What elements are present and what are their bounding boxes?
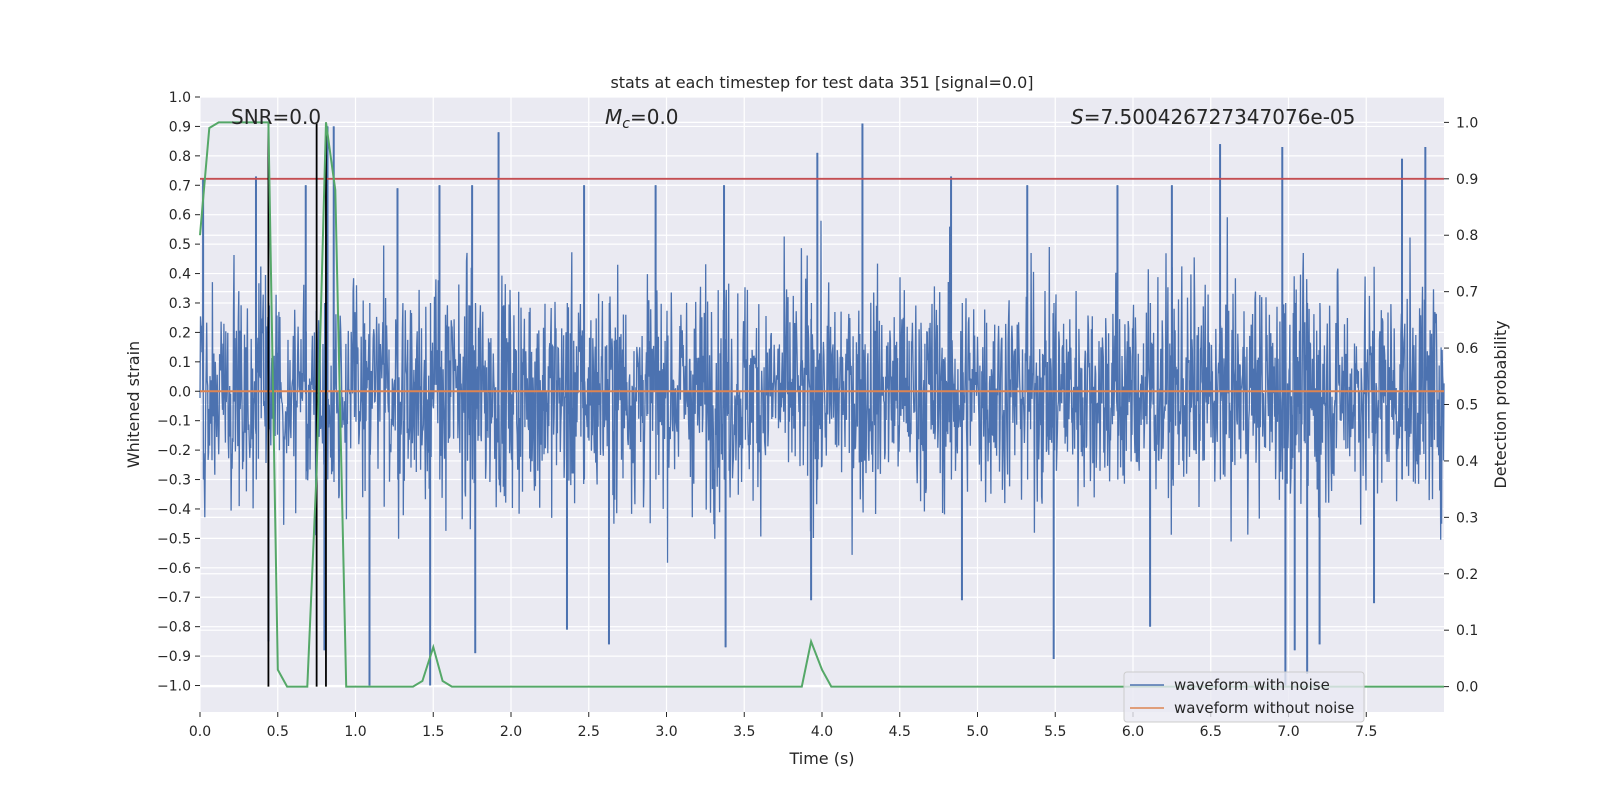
y-tick-label: −0.8 <box>157 620 191 636</box>
y-tick-label: 0.3 <box>169 296 191 312</box>
y2-tick-label: 0.3 <box>1456 510 1478 526</box>
y2-tick-label: 0.1 <box>1456 623 1478 639</box>
waveform-with-noise-line <box>199 123 1445 686</box>
waveform-with-noise-series <box>199 123 1445 686</box>
x-tick-label: 6.5 <box>1200 724 1222 740</box>
x-tick-label: 2.0 <box>500 724 522 740</box>
chart-title: stats at each timestep for test data 351… <box>610 73 1033 92</box>
y-tick-label: −0.3 <box>157 473 191 489</box>
y-tick-label: −0.4 <box>157 502 191 518</box>
y-tick-label: −1.0 <box>157 679 191 695</box>
y-tick-label: −0.9 <box>157 649 191 665</box>
x-tick-label: 7.0 <box>1277 724 1299 740</box>
legend-label-noise: waveform with noise <box>1174 676 1330 694</box>
y2-tick-label: 0.5 <box>1456 398 1478 414</box>
y-tick-label: 0.4 <box>169 267 191 283</box>
x-tick-label: 2.5 <box>578 724 600 740</box>
x-tick-label: 1.5 <box>422 724 444 740</box>
s-symbol: S <box>1071 105 1084 129</box>
y2-tick-label: 0.0 <box>1456 680 1478 696</box>
legend: waveform with noise waveform without noi… <box>1123 671 1365 723</box>
x-tick-label: 5.0 <box>966 724 988 740</box>
y-tick-label: 0.8 <box>169 149 191 165</box>
x-tick-label: 3.5 <box>733 724 755 740</box>
x-tick-label: 7.5 <box>1355 724 1377 740</box>
y-axis-label: Whitened strain <box>124 341 143 468</box>
snr-annotation: SNR=0.0 <box>231 105 321 129</box>
y2-tick-label: 0.8 <box>1456 228 1478 244</box>
y-tick-label: −0.6 <box>157 561 191 577</box>
y-tick-label: 0.6 <box>169 208 191 224</box>
y-tick-label: −0.5 <box>157 531 191 547</box>
chirp-mass-annotation: Mc=0.0 <box>605 105 679 132</box>
y-tick-label: 0.5 <box>169 237 191 253</box>
y-tick-label: 0.1 <box>169 355 191 371</box>
detection-probability-line <box>199 121 1444 688</box>
y-tick-label: 0.9 <box>169 119 191 135</box>
vertical-markers <box>267 122 327 687</box>
y-tick-label: 0.2 <box>169 325 191 341</box>
y2-tick-label: 1.0 <box>1456 115 1478 131</box>
s-value: =7.500426727347076e-05 <box>1084 105 1356 129</box>
s-annotation: S=7.500426727347076e-05 <box>1071 105 1355 129</box>
y2-tick-label: 0.2 <box>1456 567 1478 583</box>
x-tick-label: 0.5 <box>267 724 289 740</box>
y-tick-label: 0.0 <box>169 384 191 400</box>
chirp-mass-value: =0.0 <box>630 105 679 129</box>
y2-tick-label: 0.4 <box>1456 454 1478 470</box>
legend-box <box>1123 671 1365 723</box>
x-tick-label: 1.0 <box>344 724 366 740</box>
x-tick-label: 4.0 <box>811 724 833 740</box>
x-tick-label: 3.0 <box>655 724 677 740</box>
x-axis-label: Time (s) <box>788 749 854 768</box>
x-tick-label: 5.5 <box>1044 724 1066 740</box>
x-tick-label: 0.0 <box>189 724 211 740</box>
y2-tick-label: 0.6 <box>1456 341 1478 357</box>
chirp-mass-symbol: M <box>605 105 622 129</box>
y-tick-label: −0.1 <box>157 414 191 430</box>
y-tick-label: 0.7 <box>169 178 191 194</box>
y2-axis-label: Detection probability <box>1491 320 1510 488</box>
y2-tick-label: 0.9 <box>1456 172 1478 188</box>
y-tick-label: −0.7 <box>157 590 191 606</box>
y2-tick-label: 0.7 <box>1456 285 1478 301</box>
y-tick-label: 1.0 <box>169 90 191 106</box>
x-tick-label: 4.5 <box>889 724 911 740</box>
x-tick-label: 6.0 <box>1122 724 1144 740</box>
detection-probability-series <box>199 121 1444 688</box>
legend-label-clean: waveform without noise <box>1174 699 1354 717</box>
chirp-mass-subscript: c <box>622 116 630 132</box>
y-tick-label: −0.2 <box>157 443 191 459</box>
